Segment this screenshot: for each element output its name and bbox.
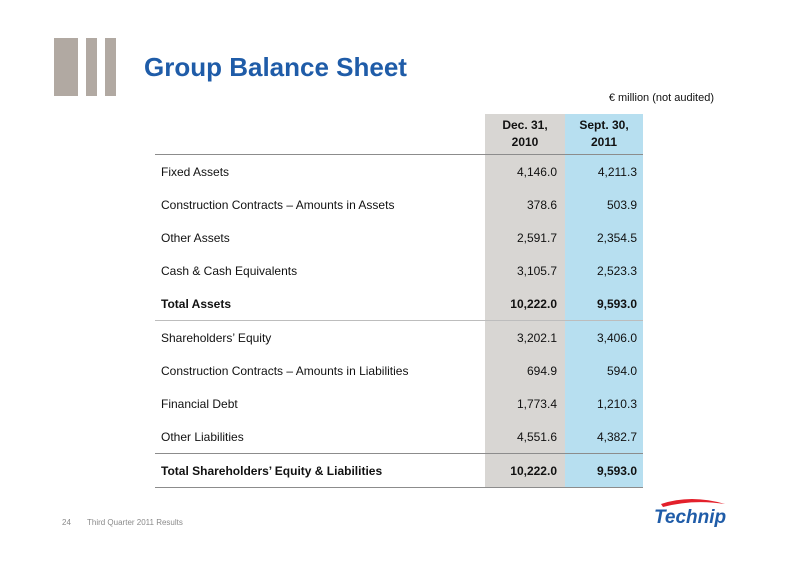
value-sep: 9,593.0 [596,463,637,478]
decorative-bar [105,38,116,96]
total-row: Total Shareholders’ Equity & Liabilities… [155,454,643,487]
value-dec: 3,105.7 [516,263,557,278]
page-title: Group Balance Sheet [144,52,407,82]
value-sep: 4,211.3 [597,164,637,179]
row-label: Cash & Cash Equivalents [161,263,298,278]
footer-text: Third Quarter 2011 Results [86,518,183,527]
row-label: Total Shareholders’ Equity & Liabilities [161,463,383,478]
row-label: Other Assets [161,230,230,245]
table-header: Dec. 31, 2010 Sept. 30, 2011 [155,114,643,154]
logo-text: Technip [654,507,726,528]
header-sept-2011: Sept. 30, 2011 [579,118,629,149]
value-sep: 503.9 [606,197,637,212]
value-dec: 694.9 [526,363,557,378]
value-sep: 9,593.0 [596,296,637,311]
value-sep: 2,523.3 [596,263,637,278]
value-sep: 3,406.0 [596,330,637,345]
footer: 24 Third Quarter 2011 Results [62,518,183,527]
row-label: Shareholders’ Equity [161,330,272,345]
value-sep: 2,354.5 [596,230,637,245]
divider [155,453,643,454]
table-row: Other Liabilities 4,551.6 4,382.7 [155,420,643,453]
value-sep: 1,210.3 [596,396,637,411]
value-dec: 10,222.0 [510,296,557,311]
value-dec: 1,773.4 [516,396,557,411]
value-sep: 4,382.7 [596,429,637,444]
logo-swoosh [661,499,725,507]
row-label: Construction Contracts – Amounts in Asse… [161,197,395,212]
value-dec: 378.6 [526,197,557,212]
dec-column-background [485,114,565,488]
row-label: Financial Debt [161,396,238,411]
table-row: Other Assets 2,591.7 2,354.5 [155,221,643,254]
table-row: Cash & Cash Equivalents 3,105.7 2,523.3 [155,254,643,287]
divider [155,320,643,321]
value-dec: 10,222.0 [510,463,557,478]
unit-note: € million (not audited) [608,92,714,104]
table-row: Fixed Assets 4,146.0 4,211.3 [155,155,643,188]
value-dec: 4,551.6 [516,429,557,444]
row-label: Construction Contracts – Amounts in Liab… [161,363,409,378]
sep-column-background [565,114,643,488]
row-label: Total Assets [161,296,232,311]
table-row: Shareholders’ Equity 3,202.1 3,406.0 [155,321,643,354]
divider [155,487,643,488]
total-row: Total Assets 10,222.0 9,593.0 [155,287,643,320]
table-row: Construction Contracts – Amounts in Liab… [155,354,643,387]
row-label: Other Liabilities [161,429,244,444]
technip-logo: Technip [654,499,726,528]
table-row: Financial Debt 1,773.4 1,210.3 [155,387,643,420]
value-dec: 4,146.0 [516,164,557,179]
table-row: Construction Contracts – Amounts in Asse… [155,188,643,221]
header-dec-2010: Dec. 31, 2010 [502,118,548,149]
value-dec: 3,202.1 [516,330,557,345]
divider [155,154,643,155]
decorative-bar [54,38,78,96]
value-sep: 594.0 [606,363,637,378]
value-dec: 2,591.7 [516,230,557,245]
page-number: 24 [62,518,71,527]
balance-sheet-table: Dec. 31, 2010 Sept. 30, 2011 Fixed Asset… [155,114,643,488]
row-label: Fixed Assets [161,164,230,179]
decorative-bars [54,38,116,96]
decorative-bar [86,38,97,96]
